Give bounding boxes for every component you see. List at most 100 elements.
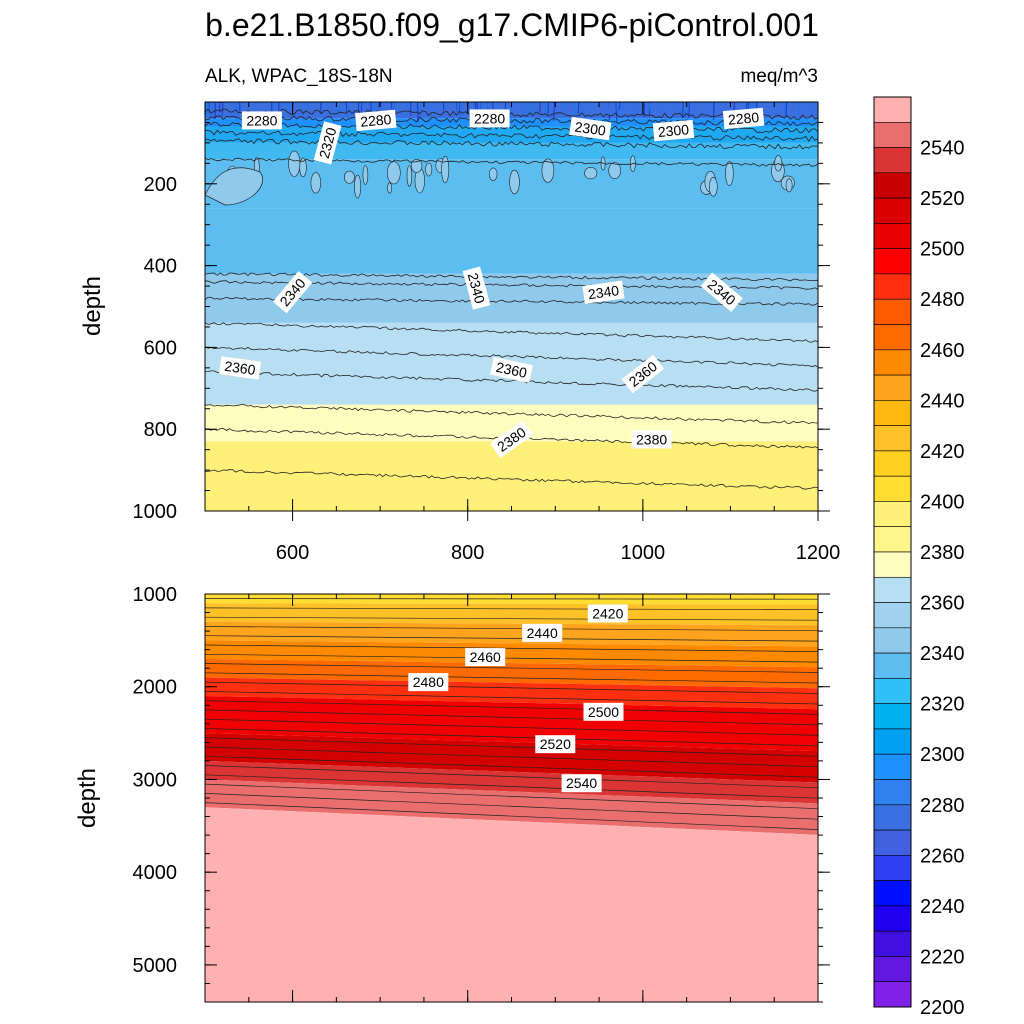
contour-label-box <box>535 735 576 754</box>
subsurface-blob <box>785 178 793 193</box>
surface-streak <box>791 101 794 116</box>
colorbar-swatch <box>873 703 912 730</box>
top-contour-line <box>204 108 819 120</box>
contour-label-box <box>469 109 510 128</box>
bottom-band-2420 <box>205 603 818 626</box>
surface-streak <box>526 101 530 113</box>
contour-label: 2280 <box>241 111 282 130</box>
contour-label-box <box>489 420 534 459</box>
contour-label: 2540 <box>561 774 602 793</box>
colorbar-swatch <box>873 172 912 199</box>
surface-streak <box>415 101 418 112</box>
bottom-panel-bands <box>205 594 818 1002</box>
y-tick-label: 1000 <box>133 501 178 523</box>
top-contour-line <box>204 121 819 134</box>
colorbar-swatch <box>873 627 912 654</box>
colorbar-label: 2400 <box>920 491 965 513</box>
contour-label-box <box>561 774 602 793</box>
colorbar-label: 2260 <box>920 845 965 867</box>
colorbar-swatch <box>873 652 912 679</box>
contour-label-box <box>241 111 282 130</box>
colorbar-swatch <box>873 273 912 300</box>
colorbar-label: 2460 <box>920 340 965 362</box>
colorbar-swatch <box>873 930 912 957</box>
surface-streak <box>616 101 618 114</box>
surface-streak <box>608 101 611 115</box>
surface-streak <box>682 101 684 118</box>
surface-streak <box>547 101 550 115</box>
contour-label-box <box>462 266 491 310</box>
contour-label-text: 2480 <box>413 674 444 690</box>
surface-streak <box>577 101 580 114</box>
colorbar-swatch <box>873 728 912 755</box>
figure-title: b.e21.B1850.f09_g17.CMIP6-piControl.001 <box>205 7 819 43</box>
colorbar-swatch <box>873 956 912 982</box>
colorbar: 2540 2520 2500 2480 2460 2440 2420 2400 2380 2360… <box>873 96 965 1019</box>
surface-streak <box>345 101 348 113</box>
contour-label: 2380 <box>631 430 672 449</box>
bottom-contour-line <box>204 746 819 768</box>
contour-label-text: 2420 <box>592 606 623 622</box>
contour-label-text: 2500 <box>588 704 619 720</box>
surface-streak <box>254 101 257 110</box>
subsurface-blob <box>725 161 734 186</box>
contour-label: 2420 <box>587 604 628 623</box>
bottom-band-2540 <box>205 760 818 804</box>
subsurface-blob <box>299 157 307 178</box>
contour-label-box <box>408 673 449 692</box>
bottom-band-2460 <box>205 640 818 668</box>
surface-streak <box>417 101 419 122</box>
y-tick-label: 200 <box>144 174 177 196</box>
colorbar-label: 2480 <box>920 289 965 311</box>
colorbar-swatch <box>873 602 912 629</box>
contour-label-box <box>355 109 397 132</box>
top-contour-line <box>204 157 819 167</box>
surface-streak <box>272 101 275 113</box>
bottom-contour-line <box>204 783 819 810</box>
colorbar-swatch <box>873 248 912 275</box>
colorbar-label: 2200 <box>920 997 965 1019</box>
bottom-contour-line <box>204 616 819 621</box>
contour-label-box <box>218 356 262 380</box>
contour-label: 2320 <box>313 121 342 165</box>
y-tick-label: 5000 <box>133 955 178 977</box>
colorbar-swatch <box>873 147 912 174</box>
top-contour-line <box>204 138 818 150</box>
bottom-band-2440 <box>205 621 818 647</box>
contour-label-text: 2280 <box>474 110 505 126</box>
contour-label: 2280 <box>722 107 765 130</box>
colorbar-label: 2280 <box>920 795 965 817</box>
contour-label: 2500 <box>583 702 624 721</box>
bottom-contour-line <box>204 644 819 652</box>
colorbar-label: 2220 <box>920 946 965 968</box>
surface-streak <box>798 101 800 122</box>
colorbar-swatch <box>873 829 912 856</box>
y-tick-label: 4000 <box>133 862 178 884</box>
contour-label: 2460 <box>465 648 506 667</box>
contour-label: 2340 <box>582 280 625 304</box>
colorbar-swatch <box>873 475 912 502</box>
contour-label: 2340 <box>462 266 491 310</box>
bottom-contour-line <box>204 672 819 684</box>
surface-streak <box>814 101 816 120</box>
surface-streak <box>530 101 533 116</box>
top-contour-line <box>204 114 819 127</box>
colorbar-swatch <box>873 96 912 123</box>
contour-label-text: 2340 <box>587 282 620 302</box>
bottom-contour-line <box>204 718 819 736</box>
subsurface-blob <box>489 167 498 181</box>
top-panel-ylabel: depth <box>79 276 106 336</box>
contour-label-text: 2300 <box>574 119 607 139</box>
contour-label-box <box>700 272 743 312</box>
surface-streak <box>647 101 650 113</box>
colorbar-swatch <box>873 324 912 351</box>
contour-label-box <box>722 107 765 130</box>
colorbar-swatch <box>873 779 912 806</box>
top-contour-line <box>204 370 819 392</box>
contour-label-text: 2520 <box>540 736 571 752</box>
bottom-contour-line <box>204 774 819 799</box>
colorbar-frame <box>873 96 912 1008</box>
contour-label-text: 2360 <box>495 359 529 381</box>
contour-label-box <box>272 271 313 314</box>
surface-streak <box>457 101 460 113</box>
